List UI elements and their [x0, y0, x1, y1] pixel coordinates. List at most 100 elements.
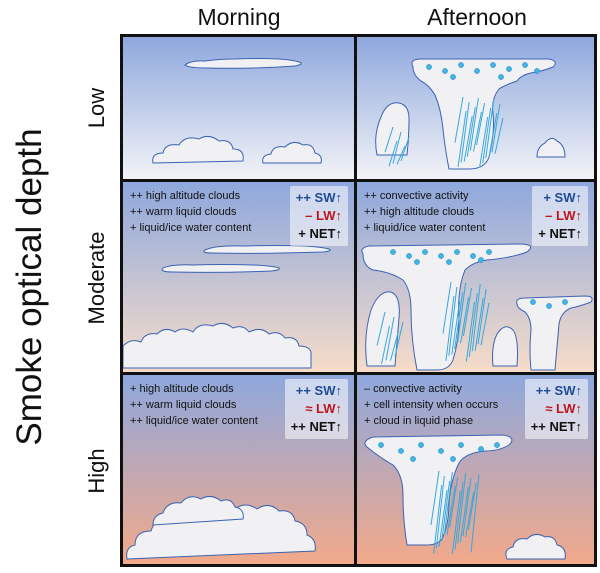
rain-streak: [390, 330, 399, 361]
radiative-flux-box: ++ SW↑ ≈ LW↑ ++ NET↑: [524, 379, 588, 439]
rain-streak: [471, 283, 481, 352]
column-header-morning: Morning: [197, 4, 281, 30]
rain-streak: [457, 110, 467, 167]
rain-streak: [468, 292, 478, 357]
low-morning-scene: [123, 37, 354, 179]
thin-high-cloud: [203, 245, 331, 254]
panel-moderate-afternoon: ++ convective activity ++ high altitude …: [357, 182, 594, 372]
rain-streak: [376, 311, 386, 346]
convective-tower-cloud: [364, 434, 513, 546]
panel-grid: ++ high altitude clouds ++ warm liquid c…: [120, 34, 597, 567]
rain-streak: [463, 115, 473, 162]
rain-streak: [454, 96, 464, 143]
rain-streak: [494, 117, 504, 154]
ice-particle: [522, 62, 528, 68]
ice-particle: [458, 442, 464, 448]
ice-particle: [470, 253, 476, 259]
low-afternoon-scene: [357, 37, 594, 179]
thin-high-cloud: [184, 58, 302, 69]
row-header-high: High: [84, 448, 109, 494]
ice-particle: [534, 68, 540, 74]
ice-particle: [438, 253, 444, 259]
ice-particles: [378, 442, 500, 462]
rain-streak: [392, 131, 402, 164]
net-flux-label: ++ NET↑: [530, 419, 582, 434]
rain-streaks: [384, 96, 504, 168]
rain-streak: [491, 103, 501, 153]
radiative-flux-box: ++ SW↑ – LW↑ + NET↑: [289, 186, 348, 246]
net-flux-label: + NET↑: [538, 226, 582, 241]
panel-high-morning: + high altitude clouds ++ warm liquid cl…: [123, 375, 354, 564]
convective-tower-cloud: [411, 58, 556, 170]
rain-streak: [459, 486, 469, 543]
ice-particle: [450, 456, 456, 462]
warm-liquid-cloud-layer: [152, 495, 244, 526]
rain-streak: [394, 321, 404, 357]
sw-flux-label: ++ SW↑: [295, 383, 342, 398]
rain-streak: [477, 288, 487, 345]
ice-particle: [426, 64, 432, 70]
rain-streak: [384, 126, 394, 153]
rain-streak: [396, 145, 406, 165]
rain-streak: [460, 101, 470, 163]
ice-particle: [398, 448, 404, 454]
sw-flux-label: ++ SW↑: [295, 190, 342, 205]
rain-streak: [446, 485, 456, 535]
rain-streak: [445, 295, 455, 361]
ice-particle: [450, 74, 456, 80]
rain-streak: [457, 472, 467, 544]
cloud-effects-list: ++ convective activity ++ high altitude …: [364, 190, 486, 234]
rain-streak: [381, 325, 390, 364]
cloud-effects-list: ++ high altitude clouds ++ warm liquid c…: [130, 190, 252, 234]
rain-streak: [474, 297, 484, 351]
ice-particle: [414, 259, 420, 265]
rain-streak: [451, 490, 461, 555]
net-flux-label: ++ NET↑: [290, 419, 342, 434]
ice-particle: [378, 442, 384, 448]
rain-streak: [441, 480, 451, 542]
rain-streak: [462, 287, 472, 337]
column-header-afternoon: Afternoon: [427, 4, 527, 30]
lw-flux-label: ≈ LW↑: [305, 401, 342, 416]
panel-low-afternoon: [357, 37, 594, 179]
ice-particle: [478, 257, 484, 263]
rain-streak: [479, 116, 489, 168]
rain-streak: [385, 316, 395, 361]
lw-flux-label: ≈ LW↑: [545, 401, 582, 416]
warm-liquid-cloud-layer: [123, 322, 312, 369]
rain-streak: [430, 470, 440, 526]
rain-streak: [476, 102, 486, 146]
ice-particle: [490, 62, 496, 68]
rain-streak: [472, 111, 482, 152]
cloud-effects-list: – convective activity + cell intensity w…: [364, 383, 499, 427]
ice-particles: [426, 62, 540, 80]
rain-streak: [435, 475, 445, 549]
ice-particle: [422, 249, 428, 255]
rain-streak: [462, 477, 472, 537]
rain-streak: [454, 481, 464, 550]
net-flux-label: + NET↑: [298, 226, 342, 241]
panel-moderate-morning: ++ high altitude clouds ++ warm liquid c…: [123, 182, 354, 372]
rain-streak: [485, 98, 495, 159]
rain-streak: [454, 291, 464, 350]
rain-streak: [469, 97, 479, 151]
high-afternoon-scene: [357, 375, 594, 564]
rain-streak: [443, 471, 453, 535]
thin-high-cloud: [161, 264, 280, 273]
lw-flux-label: – LW↑: [545, 208, 582, 223]
ice-particles: [390, 249, 568, 309]
rain-streak: [433, 484, 443, 554]
low-cumulus-cloud: [262, 141, 322, 164]
radiative-flux-box: ++ SW↑ ≈ LW↑ ++ NET↑: [284, 379, 348, 439]
cloud-effects-list: + high altitude clouds ++ warm liquid cl…: [130, 383, 258, 427]
sw-flux-label: + SW↑: [543, 190, 582, 205]
rain-streak: [466, 106, 476, 157]
rain-streak: [465, 491, 475, 537]
rain-streak: [460, 296, 470, 344]
rain-streak: [467, 482, 477, 530]
small-cumulus-cloud: [536, 137, 566, 158]
ice-particle: [446, 259, 452, 265]
ice-particle: [390, 249, 396, 255]
sw-flux-label: ++ SW↑: [535, 383, 582, 398]
rain-streak: [457, 282, 467, 343]
